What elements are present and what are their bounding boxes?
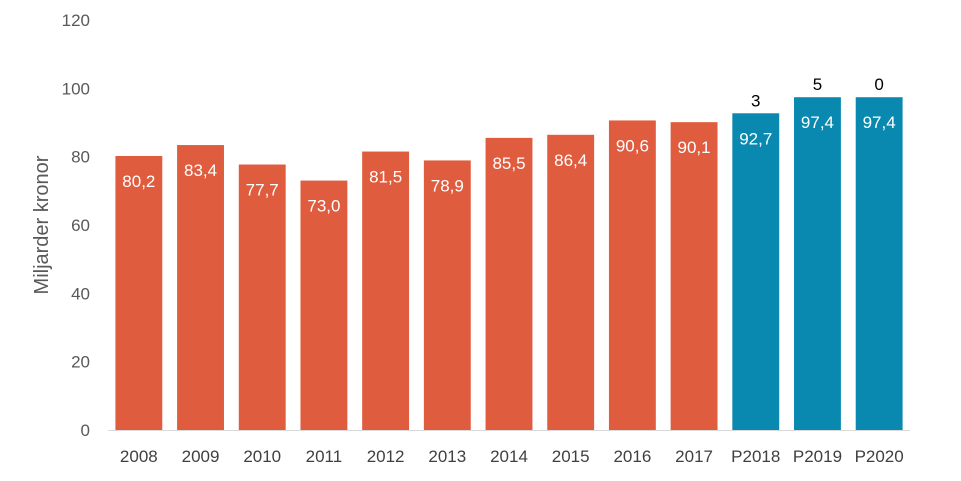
above-bar-label: 5 — [813, 75, 822, 94]
bars — [115, 97, 903, 431]
bar-value-label: 80,2 — [122, 172, 155, 191]
bar-value-label: 85,5 — [492, 154, 525, 173]
bar — [362, 151, 410, 430]
x-axis-category-labels: 2008 2009 2010 2011 2012 2013 2014 2015 2016 2017… — [120, 447, 904, 466]
y-axis-title: Miljarder kronor — [31, 155, 53, 294]
x-category-label: 2010 — [243, 447, 281, 466]
x-category-label: 2011 — [306, 447, 343, 466]
x-category-label: 2008 — [120, 447, 158, 466]
bar — [855, 97, 903, 430]
x-category-label: 2013 — [428, 447, 466, 466]
bar-value-label: 92,7 — [739, 129, 772, 148]
bar — [608, 120, 656, 430]
x-category-label: 2014 — [490, 447, 528, 466]
y-tick-label: 120 — [62, 11, 90, 30]
x-category-label: P2020 — [855, 447, 904, 466]
y-tick-label: 20 — [71, 353, 90, 372]
bar — [732, 113, 780, 431]
bar-value-label: 78,9 — [431, 176, 464, 195]
x-category-label: 2009 — [182, 447, 220, 466]
bar — [115, 155, 163, 430]
bar — [423, 160, 471, 431]
bar-value-label: 81,5 — [369, 168, 402, 187]
bar-value-label: 83,4 — [184, 161, 217, 180]
bar-value-label: 77,7 — [246, 181, 279, 200]
bar — [794, 97, 841, 430]
bar-value-label: 90,6 — [616, 136, 649, 155]
x-category-label: P2019 — [793, 447, 842, 466]
y-tick-label: 0 — [81, 421, 90, 440]
bar-value-label: 86,4 — [554, 151, 587, 170]
above-bar-label: 0 — [874, 75, 883, 94]
bar — [670, 122, 718, 431]
y-tick-label: 40 — [71, 284, 90, 303]
x-category-label: P2018 — [731, 447, 780, 466]
y-tick-label: 100 — [62, 79, 90, 98]
bar-value-label: 97,4 — [801, 113, 834, 132]
bar-value-label: 90,1 — [678, 138, 711, 157]
x-category-label: 2012 — [367, 447, 405, 466]
y-tick-label: 80 — [71, 148, 90, 167]
y-axis-ticks: 0 20 40 60 80 100 120 — [62, 11, 90, 440]
x-category-label: 2015 — [552, 447, 590, 466]
bar — [177, 145, 224, 431]
bar — [238, 164, 286, 430]
above-bar-labels: 3 5 0 — [751, 75, 884, 110]
x-category-label: 2016 — [613, 447, 651, 466]
bar — [300, 180, 348, 430]
bar-value-labels: 80,2 83,4 77,7 73,0 81,5 78,9 85,5 86,4 90,6 90,1… — [122, 113, 895, 215]
bar-value-label: 97,4 — [863, 113, 896, 132]
bar — [485, 137, 533, 430]
bar-value-label: 73,0 — [307, 197, 340, 216]
x-category-label: 2017 — [675, 447, 713, 466]
bar — [547, 134, 595, 431]
y-tick-label: 60 — [71, 216, 90, 235]
above-bar-label: 3 — [751, 91, 760, 110]
